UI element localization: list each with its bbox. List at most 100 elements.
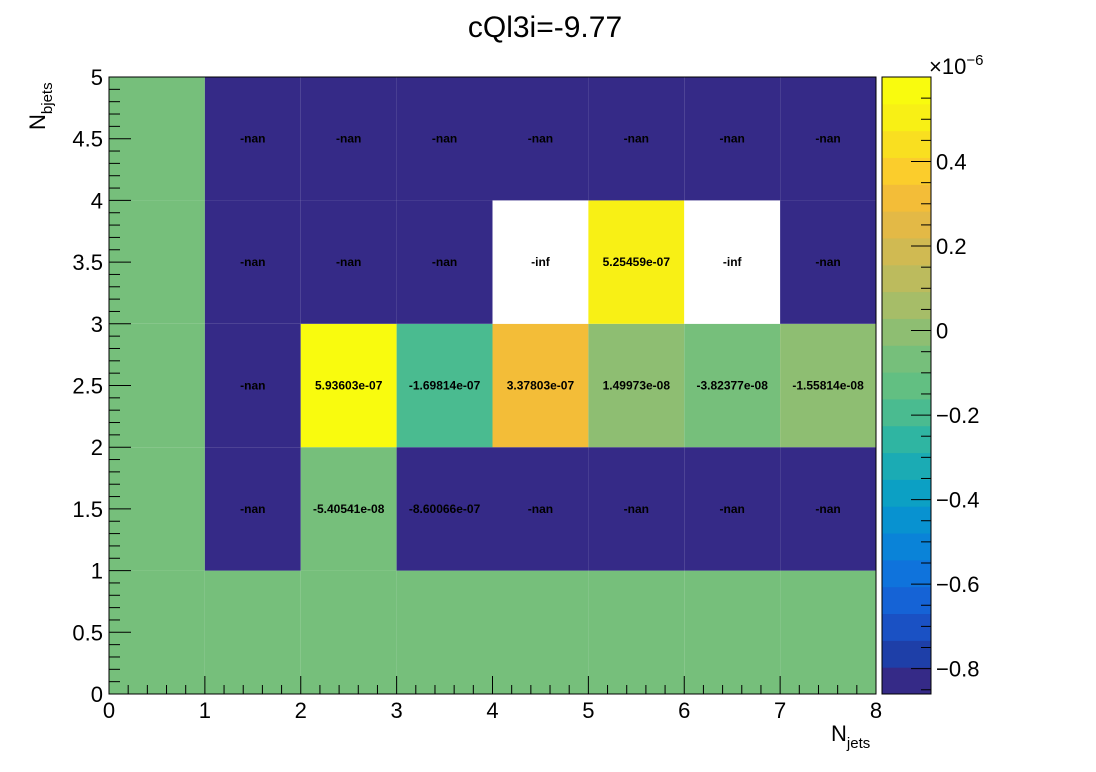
colorbar-segment [882,318,931,346]
heatmap-cell [204,447,301,571]
cell-value-label: -nan [240,132,265,146]
heatmap-cell [300,323,397,448]
heatmap-cell [300,200,397,324]
colorbar-exponent-base: ×10 [929,54,966,79]
heatmap-cell [780,323,876,448]
cell-value-label: -nan [240,379,265,393]
heatmap-cell [588,77,685,201]
colorbar-segment [882,237,931,266]
cell-value-label: -nan [336,255,361,269]
colorbar-segment [882,640,931,668]
y-tick-label: 1 [91,559,103,584]
colorbar-segment [882,345,931,373]
heatmap-cell [492,570,589,694]
heatmap-cell [204,200,301,324]
heatmap-cell [396,200,493,324]
colorbar-segment [882,452,931,480]
cell-value-label: -nan [720,132,745,146]
cell-value-label: -nan [624,132,649,146]
heatmap-cell [684,323,781,448]
colorbar-tick-label: −0.2 [936,403,979,428]
colorbar-segment [882,130,931,158]
x-axis-title-sub: jets [846,735,870,752]
colorbar-segment [882,264,931,293]
y-axis-title-main: N [25,114,50,130]
colorbar-segment [882,533,931,561]
cell-value-label: 5.93603e-07 [315,379,383,393]
y-tick-label: 0.5 [72,620,103,645]
heatmap-cell [396,77,493,201]
y-tick-label: 4.5 [72,127,103,152]
cell-value-label: -nan [815,132,840,146]
heatmap-cell [396,570,493,694]
colorbar-segment [882,103,931,132]
y-tick-label: 0 [91,682,103,707]
heatmap-cells [109,77,876,694]
heatmap-cell [780,200,876,324]
heatmap-cell [300,77,397,201]
cell-value-label: -1.55814e-08 [792,379,864,393]
colorbar-exponent-power: −6 [966,52,983,69]
cell-value-label: -nan [336,132,361,146]
colorbar-tick-label: 0 [936,319,948,344]
heatmap-cell [204,570,301,694]
y-axis-title: Nbjets [25,82,56,130]
heatmap-cell [684,447,781,571]
heatmap-cell [492,77,589,201]
colorbar-tick-label: −0.6 [936,572,979,597]
y-tick-label: 4 [91,188,103,213]
colorbar-segment [882,291,931,319]
colorbar-segment [882,77,931,105]
y-tick-label: 5 [91,65,103,90]
cell-value-label: -nan [815,255,840,269]
heatmap-cell [780,77,876,201]
cell-value-label: -nan [432,132,457,146]
x-tick-label: 0 [103,698,115,723]
x-axis: 0 1 2 3 4 5 6 7 8 [103,676,882,723]
heatmap-cell [396,447,493,571]
heatmap-cell [588,447,685,571]
cell-value-label: -nan [240,502,265,516]
colorbar-segment [882,559,931,588]
colorbar-exponent: ×10−6 [929,52,983,79]
y-tick-label: 2.5 [72,374,103,399]
y-tick-label: 3.5 [72,250,103,275]
cell-value-label: -nan [720,502,745,516]
x-axis-title: Njets [831,721,870,752]
y-axis: 0 0.5 1 1.5 2 2.5 3 3.5 4 4.5 5 [72,65,131,707]
cell-value-label: -nan [528,502,553,516]
x-tick-label: 3 [391,698,403,723]
cell-value-label: -5.40541e-08 [313,502,385,516]
cell-value-label: -inf [723,255,743,269]
heatmap-cell [300,570,397,694]
colorbar-segment [882,506,931,534]
colorbar-segment [882,372,931,400]
cell-value-label: -nan [432,255,457,269]
colorbar-tick-label: 0.4 [936,150,967,175]
x-tick-label: 7 [774,698,786,723]
heatmap-cell [684,77,781,201]
colorbar-segment [882,184,931,212]
heatmap-cell [588,323,685,448]
colorbar-segment [882,398,931,427]
cell-value-label: -nan [624,502,649,516]
x-axis-title-main: N [831,721,847,746]
heatmap-cell [684,570,781,694]
x-tick-label: 8 [870,698,882,723]
cell-value-label: 5.25459e-07 [603,255,671,269]
x-tick-label: 6 [678,698,690,723]
heatmap-cell [492,323,589,448]
x-tick-label: 2 [295,698,307,723]
cell-value-label: -inf [531,255,551,269]
heatmap-cell [780,447,876,571]
x-tick-label: 5 [582,698,594,723]
colorbar-tick-label: −0.4 [936,488,979,513]
heatmap-cell [396,323,493,448]
x-tick-label: 1 [199,698,211,723]
cell-value-label: -3.82377e-08 [696,379,768,393]
cell-value-label: -nan [240,255,265,269]
colorbar: 0.4 0.2 0 −0.2 −0.4 −0.6 −0.8 [881,76,979,695]
heatmap-cell [780,570,876,694]
heatmap-cell [492,447,589,571]
